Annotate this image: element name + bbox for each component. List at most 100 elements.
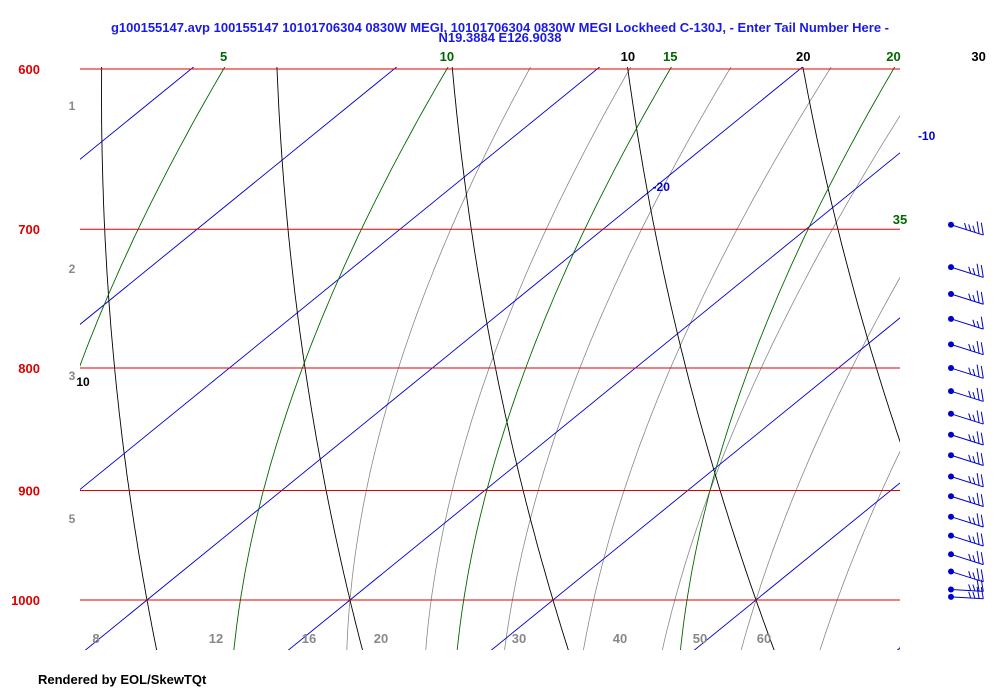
moist-adiabat-line xyxy=(898,645,900,650)
height-label: 3 xyxy=(69,369,76,383)
wind-barb-staff xyxy=(950,596,984,600)
bottom-scale-label: 16 xyxy=(302,631,316,646)
wind-barb-feather xyxy=(976,492,980,506)
footer-credit: Rendered by EOL/SkewTQt xyxy=(38,672,207,687)
mixing-ratio-label: 20 xyxy=(886,49,900,64)
wind-barb-feather xyxy=(968,266,972,274)
wind-barb-feather xyxy=(980,389,984,402)
height-label: 5 xyxy=(69,512,76,526)
wind-barb-feather xyxy=(976,263,980,277)
wind-barb-feather xyxy=(972,294,976,302)
bottom-scale-label: 30 xyxy=(512,631,526,646)
moist-adiabat-line xyxy=(740,276,900,650)
wind-barb-feather xyxy=(976,568,980,581)
wind-barb-feather xyxy=(972,267,976,275)
wind-barb-staff xyxy=(950,367,984,379)
wind-barb-feather xyxy=(976,451,980,465)
wind-barb-staff xyxy=(950,318,984,330)
wind-barb-staff xyxy=(950,266,984,278)
wind-barb-feather xyxy=(972,497,976,504)
moist-adiabat-line xyxy=(819,450,900,650)
wind-barb-feather xyxy=(972,572,976,580)
height-label: 1 xyxy=(69,99,76,113)
mixing-ratio-line xyxy=(0,52,11,651)
wind-barb-feather xyxy=(972,225,976,233)
wind-barb-staff xyxy=(950,571,984,583)
wind-barb-feather xyxy=(980,222,984,236)
moist-adiabat-line xyxy=(425,67,632,650)
isotherm-line xyxy=(896,647,900,650)
wind-barb-feather xyxy=(976,550,980,564)
wind-barb-feather xyxy=(976,387,980,401)
wind-barb-staff xyxy=(950,495,984,507)
wind-barb-feather xyxy=(980,514,984,528)
wind-barb-feather xyxy=(968,591,972,599)
isotherm-line xyxy=(84,67,804,650)
wind-barb-feather xyxy=(980,342,984,355)
bottom-scale-label: 50 xyxy=(693,631,707,646)
chart-subtitle: N19.3884 E126.9038 xyxy=(438,30,562,45)
wind-barb-feather xyxy=(976,221,980,234)
wind-barb-feather xyxy=(976,340,980,354)
wind-barb-feather xyxy=(972,319,976,327)
wind-barb-feather xyxy=(968,454,972,462)
wind-barb-staff xyxy=(950,434,984,446)
moist-adiabat-line xyxy=(504,67,732,650)
wind-barb-feather xyxy=(976,290,980,304)
wind-barb-feather xyxy=(976,431,980,444)
wind-barb-feather xyxy=(968,535,972,543)
wind-barb-feather xyxy=(972,555,976,563)
wind-barb-feather xyxy=(972,536,976,544)
bottom-scale-label: 40 xyxy=(613,631,627,646)
isotherm-line xyxy=(80,67,195,160)
wind-barb-feather xyxy=(980,474,984,487)
dry-adiabat-label: 20 xyxy=(796,49,810,64)
mixing-ratio-line xyxy=(456,67,672,650)
isotherm-line xyxy=(0,52,10,651)
wind-barb-feather xyxy=(972,391,976,399)
pressure-label: 1000 xyxy=(11,593,40,608)
pressure-label: 700 xyxy=(18,222,40,237)
wind-barb-feather xyxy=(968,413,972,421)
mixing-ratio-label: 35 xyxy=(893,212,907,227)
pressure-label: 800 xyxy=(18,361,40,376)
mixing-ratio-label: 10 xyxy=(440,49,454,64)
wind-barb-feather xyxy=(980,586,984,599)
wind-barb-staff xyxy=(950,390,984,402)
wind-barb-staff xyxy=(950,293,984,305)
wind-barb-feather xyxy=(976,513,980,526)
wind-barb-feather xyxy=(976,320,980,328)
height-label: 2 xyxy=(69,262,76,276)
wind-barb-feather xyxy=(980,533,984,547)
wind-barb-feather xyxy=(980,569,984,582)
wind-barb-staff xyxy=(950,343,984,356)
wind-barb-feather xyxy=(968,390,972,398)
isotherm-line xyxy=(693,482,900,650)
pressure-label: 900 xyxy=(18,483,40,498)
wind-barb-feather xyxy=(972,414,976,422)
wind-barb-feather xyxy=(980,494,984,507)
moist-adiabat-line xyxy=(661,114,900,650)
wind-barb-feather xyxy=(968,571,972,578)
wind-barb-feather xyxy=(976,364,980,378)
moist-adiabat-line xyxy=(583,67,832,650)
wind-barb-feather xyxy=(976,473,980,486)
dry-adiabat-label: 30 xyxy=(971,49,985,64)
isotherm-line xyxy=(287,152,900,650)
wind-barb-feather xyxy=(976,579,980,592)
wind-barb-feather xyxy=(972,477,976,485)
mixing-ratio-label: 5 xyxy=(220,49,227,64)
mixing-ratio-line xyxy=(233,67,449,650)
chart-title: g100155147.avp 100155147 10101706304 083… xyxy=(110,20,890,35)
dry-adiabat-line xyxy=(276,67,363,650)
wind-barb-feather xyxy=(968,553,972,561)
mixing-ratio-label: 15 xyxy=(663,49,677,64)
wind-barb-feather xyxy=(972,517,976,525)
wind-barb-feather xyxy=(968,476,972,483)
wind-barb-feather xyxy=(968,434,972,442)
wind-barb-feather xyxy=(980,265,984,278)
wind-barb-feather xyxy=(968,367,972,375)
dry-adiabat-line xyxy=(627,67,775,650)
mixing-ratio-line xyxy=(80,67,226,367)
